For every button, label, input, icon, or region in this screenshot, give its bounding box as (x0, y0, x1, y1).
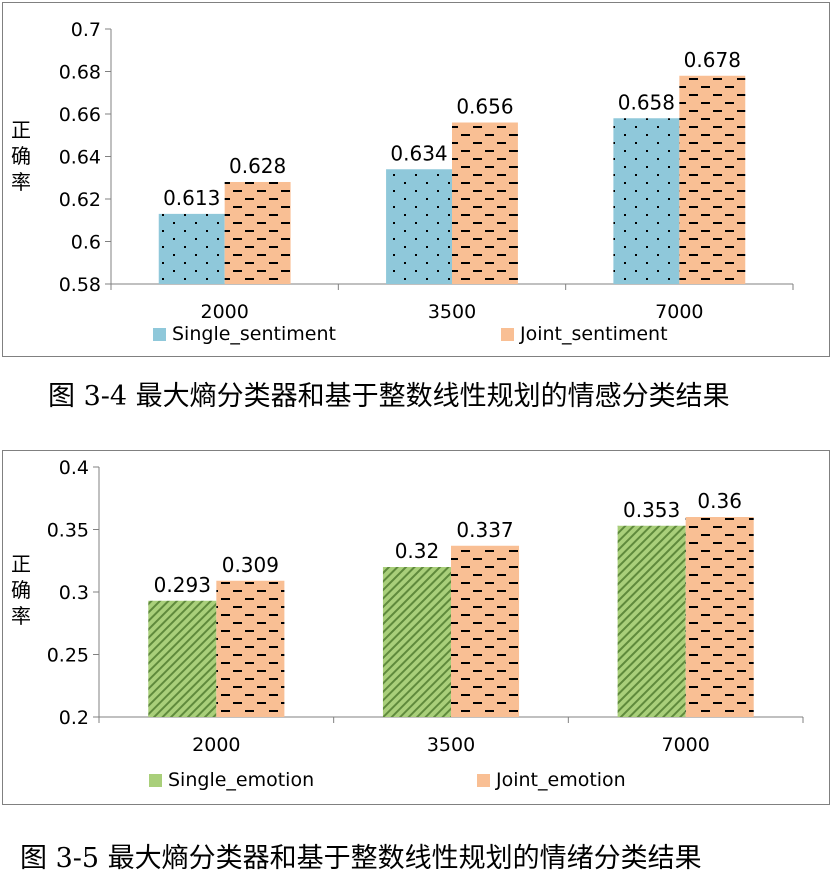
y-tick-label: 0.2 (59, 707, 89, 729)
data-label-joint-sentiment-7000: 0.678 (684, 48, 741, 72)
chart-2-legend-item-1: Single_emotion (149, 769, 314, 791)
data-label-single-sentiment-2000: 0.613 (163, 186, 220, 210)
y-tick-label: 0.3 (59, 582, 89, 604)
bar-joint-sentiment-2000 (224, 182, 291, 284)
figure-caption-3-5: 图 3-5 最大熵分类器和基于整数线性规划的情绪分类结果 (20, 843, 702, 874)
data-label-single-sentiment-3500: 0.634 (390, 141, 447, 165)
chart-1-legend-item-2: Joint_sentiment (501, 323, 668, 345)
x-tick-label: 7000 (655, 301, 703, 323)
bar-joint-sentiment-7000 (679, 75, 746, 284)
bar-single-emotion-7000 (617, 525, 686, 717)
chart-1-plot: 0.58 0.6 0.62 0.64 0.66 0.68 0.7 2000 0.613 0.628… (59, 19, 794, 323)
y-tick-label: 0.64 (59, 147, 101, 169)
chart-1: 0.58 0.6 0.62 0.64 0.66 0.68 0.7 2000 0.613 0.628… (2, 2, 830, 357)
legend-label-single-sentiment: Single_sentiment (172, 323, 336, 345)
legend-label-joint-emotion: Joint_emotion (496, 769, 626, 791)
data-label-single-emotion-7000: 0.353 (623, 498, 680, 522)
y-tick-label: 0.35 (47, 520, 89, 542)
y-tick-label: 0.4 (59, 457, 89, 479)
bar-single-sentiment-2000 (158, 213, 225, 284)
bar-joint-emotion-2000 (216, 580, 285, 717)
chart-2-y-axis-label: 正确率 (11, 552, 31, 628)
data-label-joint-emotion-7000: 0.36 (697, 489, 742, 513)
legend-swatch-single-emotion (149, 773, 162, 787)
bar-single-emotion-2000 (148, 600, 217, 717)
y-tick-label: 0.6 (71, 232, 101, 254)
bar-single-emotion-3500 (382, 567, 451, 717)
data-label-joint-sentiment-3500: 0.656 (456, 95, 513, 119)
chart-2-legend-item-2: Joint_emotion (477, 769, 626, 791)
x-tick-label: 7000 (661, 734, 709, 756)
y-tick-label: 0.68 (59, 62, 101, 84)
bar-joint-emotion-7000 (685, 517, 754, 717)
y-tick-label: 0.25 (47, 645, 89, 667)
y-tick-label: 0.66 (59, 104, 101, 126)
legend-swatch-single-sentiment (153, 327, 166, 341)
bar-single-sentiment-7000 (613, 118, 680, 284)
legend-label-joint-sentiment: Joint_sentiment (520, 323, 668, 345)
data-label-single-sentiment-7000: 0.658 (618, 90, 675, 114)
data-label-joint-emotion-2000: 0.309 (222, 553, 279, 577)
bar-single-sentiment-3500 (386, 169, 452, 284)
x-tick-label: 3500 (427, 734, 475, 756)
chart-2-plot: 0.2 0.25 0.3 0.35 0.4 2000 0.293 0.309 3500 0.32 0… (47, 457, 804, 756)
bar-joint-emotion-3500 (451, 545, 520, 717)
chart-2: 0.2 0.25 0.3 0.35 0.4 2000 0.293 0.309 3500 0.32 0… (2, 450, 830, 805)
x-tick-label: 2000 (200, 301, 248, 323)
data-label-single-emotion-3500: 0.32 (395, 539, 440, 563)
y-tick-label: 0.7 (71, 19, 101, 41)
y-tick-label: 0.58 (59, 274, 101, 296)
data-label-joint-sentiment-2000: 0.628 (229, 154, 286, 178)
legend-swatch-joint-sentiment (501, 327, 514, 341)
chart-1-legend-item-1: Single_sentiment (153, 323, 336, 345)
bar-joint-sentiment-3500 (452, 122, 518, 284)
legend-label-single-emotion: Single_emotion (168, 769, 315, 791)
data-label-single-emotion-2000: 0.293 (154, 573, 211, 597)
data-label-joint-emotion-3500: 0.337 (456, 518, 513, 542)
x-tick-label: 3500 (428, 301, 476, 323)
y-tick-label: 0.62 (59, 189, 101, 211)
x-tick-label: 2000 (192, 734, 240, 756)
chart-1-y-axis-label: 正确率 (11, 118, 31, 194)
legend-swatch-joint-emotion (477, 773, 490, 787)
figure-caption-3-4: 图 3-4 最大熵分类器和基于整数线性规划的情感分类结果 (48, 381, 730, 412)
